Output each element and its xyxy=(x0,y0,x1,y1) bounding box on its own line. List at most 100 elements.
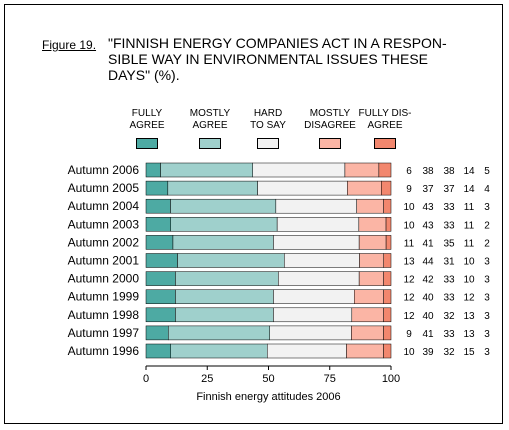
value-label: 9 xyxy=(406,329,412,340)
bar-segment xyxy=(385,217,392,232)
legend-item-0: FULLY AGREE xyxy=(112,108,182,149)
bar-segment xyxy=(177,253,285,268)
bar-segment xyxy=(269,325,352,341)
bar-segment xyxy=(273,289,355,304)
value-label: 11 xyxy=(464,220,475,231)
value-label: 11 xyxy=(464,202,475,213)
value-label: 11 xyxy=(464,238,475,249)
category-label: Autumn 2004 xyxy=(68,199,140,213)
value-label: 38 xyxy=(422,166,434,177)
chart-title: "FINNISH ENERGY COMPANIES ACT IN A RESPO… xyxy=(108,35,447,83)
legend-label: HARD TO SAY xyxy=(250,108,286,131)
category-label: Autumn 2001 xyxy=(68,254,140,268)
legend-swatch xyxy=(136,138,158,149)
bar-segment xyxy=(175,307,274,323)
bar-segment xyxy=(145,162,161,178)
legend-item-1: MOSTLY AGREE xyxy=(175,108,245,149)
bar-segment xyxy=(170,343,268,359)
bar-segment xyxy=(267,343,347,359)
value-label: 5 xyxy=(484,166,490,177)
bar-segment xyxy=(276,217,360,232)
value-label: 13 xyxy=(463,329,475,340)
value-label: 40 xyxy=(422,311,434,322)
bar-segment xyxy=(145,253,178,268)
value-label: 32 xyxy=(443,311,455,322)
x-tick-label: 75 xyxy=(324,373,336,385)
bar-segment xyxy=(358,271,384,286)
value-label: 43 xyxy=(422,220,434,231)
bar-segment xyxy=(145,289,176,304)
value-label: 14 xyxy=(463,184,475,195)
bar-segment xyxy=(383,198,392,214)
figure-label: Figure 19. xyxy=(42,38,97,52)
value-label: 13 xyxy=(463,311,475,322)
legend-swatch xyxy=(319,138,341,149)
x-tick-label: 0 xyxy=(143,373,149,385)
value-label: 10 xyxy=(403,202,415,213)
value-label: 41 xyxy=(422,329,434,340)
bar-segment xyxy=(344,162,380,178)
bar-segment xyxy=(145,307,176,323)
value-label: 10 xyxy=(403,347,415,358)
value-label: 2 xyxy=(484,220,490,231)
value-label: 33 xyxy=(443,329,455,340)
bar-segment xyxy=(273,307,353,323)
value-label: 39 xyxy=(422,347,434,358)
value-label: 13 xyxy=(403,257,415,268)
bar-segment xyxy=(358,235,387,250)
category-label: Autumn 2005 xyxy=(68,181,140,195)
bar-segment xyxy=(354,289,384,304)
value-label: 6 xyxy=(406,166,412,177)
bar-segment xyxy=(167,180,258,196)
bar-segment xyxy=(383,325,392,341)
value-label: 9 xyxy=(406,184,412,195)
value-label: 12 xyxy=(463,293,475,304)
bar-segment xyxy=(257,180,348,196)
legend-label: MOSTLY DISAGREE xyxy=(304,108,356,131)
bar-segment xyxy=(252,162,346,178)
bar-segment xyxy=(359,253,384,268)
legend-label: FULLY AGREE xyxy=(129,108,165,131)
bar-segment xyxy=(145,325,169,341)
value-label: 12 xyxy=(403,293,415,304)
legend-item-2: HARD TO SAY xyxy=(233,108,303,149)
value-label: 10 xyxy=(403,220,415,231)
value-label: 33 xyxy=(443,293,455,304)
bar-segment xyxy=(383,253,392,268)
category-label: Autumn 2006 xyxy=(68,163,140,177)
value-label: 42 xyxy=(422,275,434,286)
bar-segment xyxy=(145,343,171,359)
bar-segment xyxy=(175,271,279,286)
value-label: 3 xyxy=(484,293,490,304)
value-label: 12 xyxy=(403,311,415,322)
legend-item-4: FULLY DIS- AGREE xyxy=(350,108,420,149)
value-label: 35 xyxy=(443,238,455,249)
value-label: 33 xyxy=(443,202,455,213)
bar-segment xyxy=(273,235,360,250)
bar-segment xyxy=(383,343,392,359)
bar-segment xyxy=(381,180,392,196)
bar-segment xyxy=(347,180,382,196)
bar-segment xyxy=(275,198,357,214)
bar-segment xyxy=(168,325,270,341)
bar-segment xyxy=(378,162,392,178)
value-label: 43 xyxy=(422,202,434,213)
bar-segment xyxy=(278,271,360,286)
value-label: 14 xyxy=(463,166,475,177)
bar-segment xyxy=(385,235,392,250)
x-tick-label: 25 xyxy=(201,373,213,385)
value-label: 3 xyxy=(484,275,490,286)
value-label: 11 xyxy=(404,238,415,249)
bar-segment xyxy=(284,253,360,268)
value-label: 3 xyxy=(484,257,490,268)
bar-segment xyxy=(346,343,384,359)
value-label: 37 xyxy=(422,184,434,195)
bar-segment xyxy=(356,198,384,214)
category-label: Autumn 2000 xyxy=(68,272,140,286)
bar-segment xyxy=(145,180,169,196)
category-label: Autumn 2002 xyxy=(68,235,140,249)
bar-segment xyxy=(383,307,392,323)
value-label: 4 xyxy=(484,184,490,195)
legend-swatch xyxy=(374,138,396,149)
